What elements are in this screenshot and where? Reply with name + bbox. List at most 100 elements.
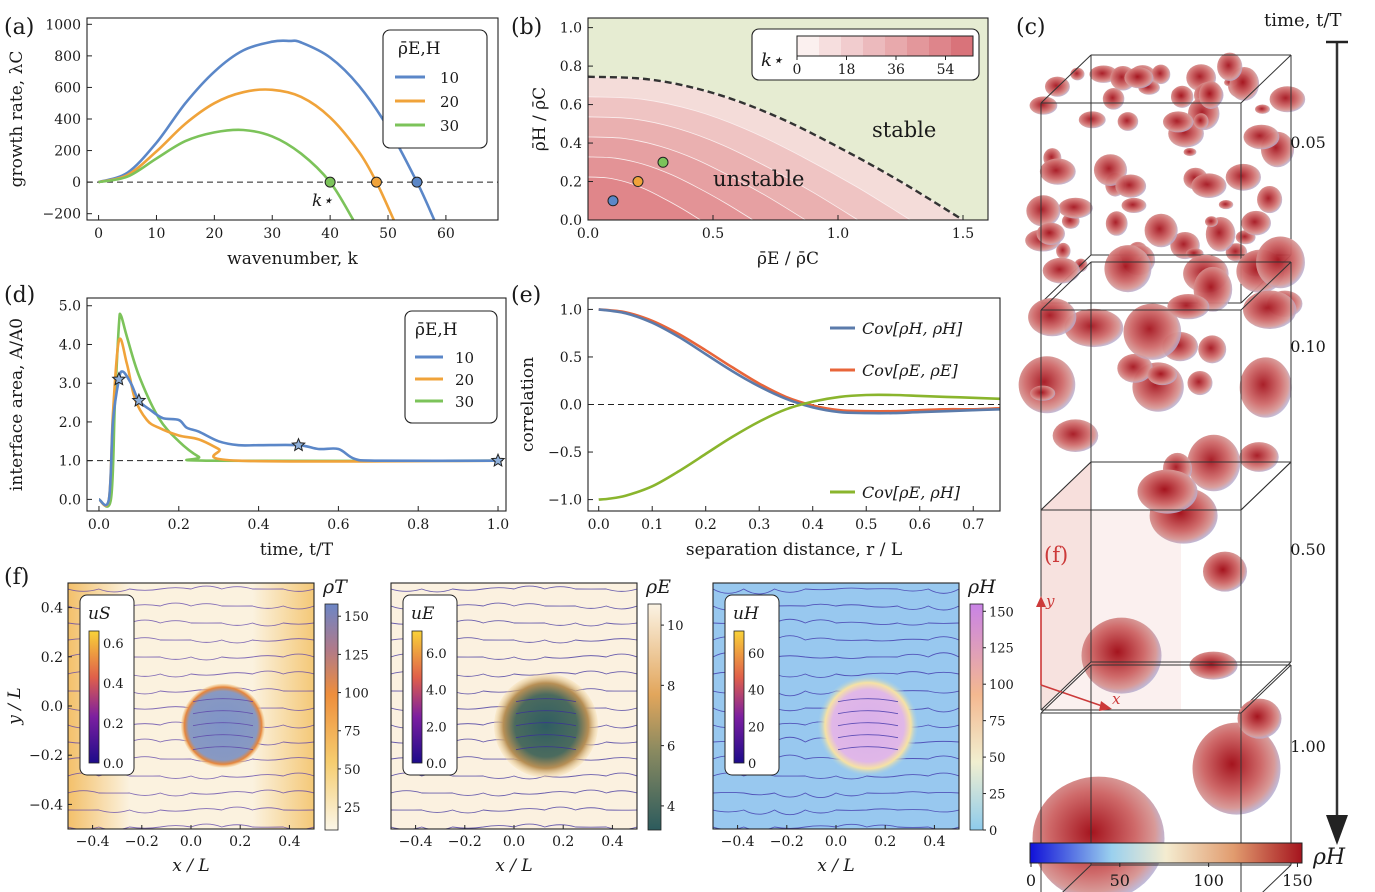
density-blob	[1255, 104, 1270, 114]
density-blob	[1269, 86, 1306, 113]
density-blob	[1036, 222, 1065, 245]
kstar-colorbar-tick-label: 36	[887, 62, 905, 78]
field-colorbar-tick-label: 0	[989, 824, 997, 839]
density-blob	[1225, 163, 1261, 191]
a-xtick-label: 20	[205, 226, 223, 242]
kstar-contour-5	[588, 176, 702, 220]
field-colorbar-tick-label: 150	[989, 605, 1014, 620]
k-star-label: k⋆	[312, 191, 333, 211]
legend-d-entry-30: 30	[455, 393, 474, 411]
f-xtick-label: 0.2	[552, 834, 574, 850]
streamline	[713, 808, 959, 816]
f-xtick-label: −0.2	[770, 834, 804, 850]
d-xtick-label: 0.0	[88, 517, 110, 533]
field-colorbar-tick-label: 150	[344, 610, 369, 625]
e-xtick-label: 0.3	[748, 517, 770, 533]
f-xtick-label: 0.2	[874, 834, 896, 850]
density-blob	[1093, 154, 1128, 186]
f-ytick-label: 0.4	[41, 601, 63, 617]
b-ytick-label: 0.4	[560, 136, 582, 152]
streamline	[391, 789, 637, 797]
cube-depth-edge	[1040, 661, 1092, 711]
density-blob	[1217, 52, 1243, 81]
a-ytick-label: 600	[54, 80, 81, 96]
field-colorbar-tick-label: 75	[989, 715, 1006, 730]
density-blob	[1257, 185, 1283, 214]
speed-colorbar-label: uS	[88, 604, 111, 624]
speed-colorbar-tick-label: 60	[748, 647, 765, 662]
speed-colorbar-tick-label: 0.2	[103, 717, 124, 732]
speed-colorbar-tick-label: 0.0	[103, 757, 124, 772]
a-xtick-label: 10	[148, 226, 166, 242]
cube-depth-edge	[1040, 664, 1092, 714]
d-xtick-label: 0.8	[407, 517, 429, 533]
streamline	[391, 585, 637, 593]
density-blob	[1187, 434, 1241, 492]
speed-colorbar	[88, 630, 100, 764]
kstar-colorbar-band	[797, 36, 820, 56]
rhoH-colorbar-tick-label: 100	[1193, 871, 1224, 890]
streamline	[391, 806, 637, 814]
density-blob	[1028, 297, 1077, 337]
field-colorbar-tick-label: 50	[989, 751, 1006, 766]
droplet-streamline	[192, 734, 254, 739]
a-ylabel: growth rate, λC	[7, 51, 27, 188]
b-ytick-label: 1.0	[560, 21, 582, 37]
b-xtick-label: 1.5	[952, 226, 974, 242]
density-blob	[1183, 147, 1197, 157]
density-blob	[1144, 213, 1178, 248]
e-xtick-label: 0.2	[695, 517, 717, 533]
panel-d: (d) 0.0 0.2 0.4 0.6 0.8 1.0 0.0 1.0 2.0 3.0 4.0 5.0…	[4, 283, 509, 560]
f-xlabel: x / L	[495, 856, 532, 876]
e-xtick-label: 0.5	[855, 517, 877, 533]
f-xlabel: x / L	[817, 856, 854, 876]
streamline	[68, 585, 314, 593]
d-ytick-label: 3.0	[59, 376, 81, 392]
kstar-colorbar-band	[885, 36, 908, 56]
droplet-streamline	[192, 722, 254, 727]
panel-a-label: (a)	[4, 15, 34, 40]
field-map-1: uE 0.0 2.0 4.0 6.0 ρE 4 6 8 10 −0.4 −0.2 0.0 0.2 0.4 x …	[390, 576, 684, 876]
density-blob	[1056, 242, 1071, 260]
a-xtick-label: 60	[437, 226, 455, 242]
legend-a-title: ρ̄E,H	[398, 39, 441, 59]
kstar-colorbar: k⋆ 0 18 36 54	[751, 28, 980, 81]
kstar-colorbar-band	[951, 36, 974, 56]
snapshot-star	[131, 392, 147, 407]
legend-d-title: ρ̄E,H	[415, 320, 458, 340]
density-blob	[1187, 370, 1213, 396]
density-blob	[1151, 64, 1171, 85]
f-xtick-label: 0.4	[601, 834, 623, 850]
b-ylabel: ρ̄H / ρ̄C	[530, 87, 550, 151]
density-blob	[1105, 211, 1128, 236]
field-colorbar-tick-label: 75	[344, 725, 361, 740]
e-ytick-label: −1.0	[548, 493, 582, 509]
d-ytick-label: 5.0	[59, 299, 81, 315]
density-blob	[1124, 67, 1154, 89]
rhoH-colorbar: ρH 0 50 100 150	[1026, 842, 1346, 890]
density-blob	[1078, 111, 1106, 129]
kstar-marker-20	[370, 176, 382, 188]
density-blob	[1102, 88, 1125, 110]
panel-b: (b) 0.0 0.5 1.0 1.5 0.0 0.2 0.4 0.6 0.8 1.0 ρ̄E / …	[511, 15, 989, 269]
e-ytick-label: 1.0	[560, 302, 582, 318]
kstar-colorbar-frame	[796, 35, 974, 57]
e-xtick-label: 0.0	[588, 517, 610, 533]
corr-curve-1	[598, 308, 1000, 413]
a-ytick-label: 800	[54, 49, 81, 65]
panel-f-label: (f)	[4, 565, 29, 590]
density-blob	[1117, 112, 1139, 131]
panel-e: (e) 0.0 0.1 0.2 0.3 0.4 0.5 0.6 0.7 −1.0 −0.5 0.0 0…	[511, 283, 1001, 560]
streamline	[68, 789, 314, 797]
time-label-0.10: 0.10	[1290, 337, 1326, 356]
droplet	[180, 683, 265, 768]
kstar-colorbar-tick-label: 18	[838, 62, 856, 78]
speed-colorbar-tick-label: 0.4	[103, 677, 124, 692]
b-ytick-label: 0.0	[560, 213, 582, 229]
f-ytick-label: −0.2	[29, 748, 63, 764]
d-xtick-label: 0.4	[247, 517, 269, 533]
rhoH-colorbar-tick-label: 0	[1026, 871, 1036, 890]
density-blob	[1205, 216, 1218, 228]
case-point-10	[607, 195, 619, 207]
